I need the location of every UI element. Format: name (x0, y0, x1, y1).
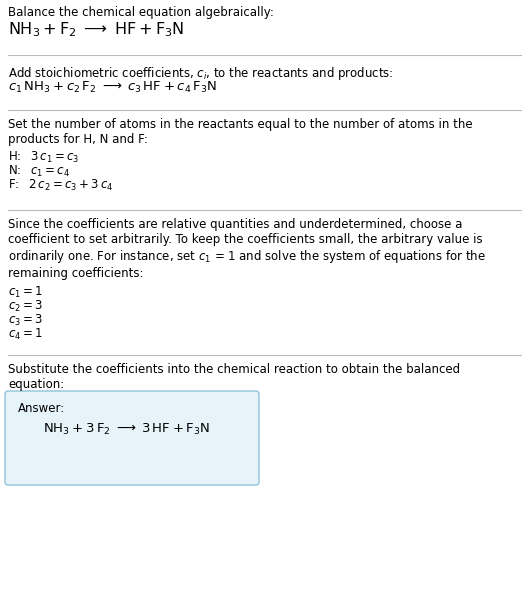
Text: Balance the chemical equation algebraically:: Balance the chemical equation algebraica… (8, 6, 274, 19)
Text: Substitute the coefficients into the chemical reaction to obtain the balanced
eq: Substitute the coefficients into the che… (8, 363, 460, 391)
Text: $c_1\,\mathrm{NH_3} + c_2\,\mathrm{F_2} \;\longrightarrow\; c_3\,\mathrm{HF} + c: $c_1\,\mathrm{NH_3} + c_2\,\mathrm{F_2} … (8, 80, 217, 95)
Text: Set the number of atoms in the reactants equal to the number of atoms in the
pro: Set the number of atoms in the reactants… (8, 118, 472, 146)
Text: Answer:: Answer: (18, 402, 65, 415)
Text: $\mathrm{NH_3} + 3\,\mathrm{F_2} \;\longrightarrow\; 3\,\mathrm{HF} + \mathrm{F_: $\mathrm{NH_3} + 3\,\mathrm{F_2} \;\long… (43, 422, 211, 437)
Text: $\mathrm{NH_3 + F_2 \;\longrightarrow\; HF + F_3N}$: $\mathrm{NH_3 + F_2 \;\longrightarrow\; … (8, 20, 185, 39)
Text: $c_1 = 1$: $c_1 = 1$ (8, 285, 43, 300)
Text: $c_2 = 3$: $c_2 = 3$ (8, 299, 43, 314)
Text: $c_4 = 1$: $c_4 = 1$ (8, 327, 43, 342)
Text: N:  $c_1 = c_4$: N: $c_1 = c_4$ (8, 164, 70, 179)
FancyBboxPatch shape (5, 391, 259, 485)
Text: $c_3 = 3$: $c_3 = 3$ (8, 313, 43, 328)
Text: Since the coefficients are relative quantities and underdetermined, choose a
coe: Since the coefficients are relative quan… (8, 218, 486, 280)
Text: Add stoichiometric coefficients, $c_i$, to the reactants and products:: Add stoichiometric coefficients, $c_i$, … (8, 65, 394, 82)
Text: F:  $2\,c_2 = c_3 + 3\,c_4$: F: $2\,c_2 = c_3 + 3\,c_4$ (8, 178, 113, 193)
Text: H:  $3\,c_1 = c_3$: H: $3\,c_1 = c_3$ (8, 150, 79, 165)
